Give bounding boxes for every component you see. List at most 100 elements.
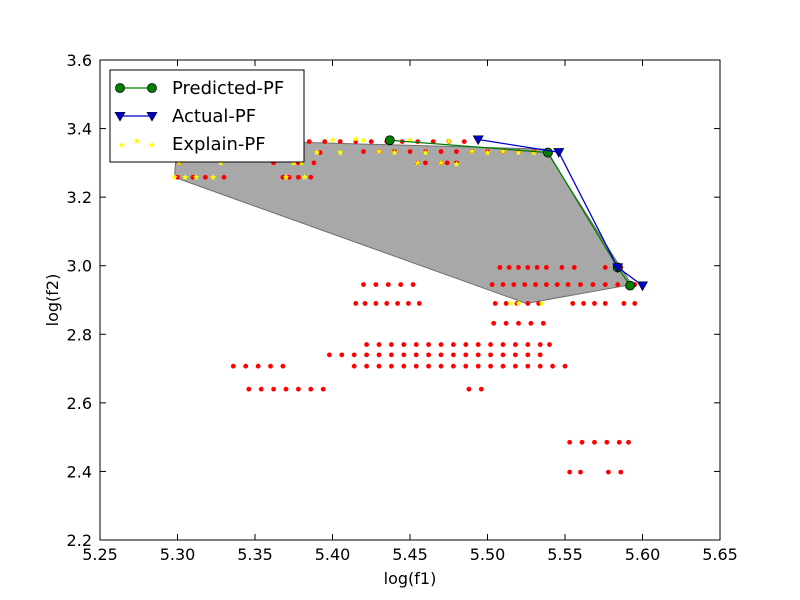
scatter-point [384, 301, 390, 306]
explain-pf-point [530, 149, 538, 156]
predicted-pf-point [384, 135, 395, 146]
scatter-point [516, 320, 521, 326]
scatter-point [361, 282, 366, 287]
explain-pf-point [209, 173, 217, 181]
scatter-point [466, 386, 472, 392]
legend-label: Predicted-PF [172, 78, 284, 99]
scatter-point [271, 386, 276, 392]
scatter-point [322, 139, 328, 145]
scatter-point [463, 352, 469, 358]
scatter-point [461, 139, 467, 145]
scatter-point [618, 469, 624, 475]
scatter-point [537, 352, 543, 358]
y-axis-label: log(f2) [43, 274, 62, 327]
scatter-point [451, 352, 456, 358]
scatter-point [246, 386, 252, 392]
scatter-point [296, 174, 301, 180]
y-tick-label: 3.2 [67, 188, 92, 207]
legend-explain-pf-marker [148, 141, 156, 148]
scatter-point [491, 320, 497, 326]
scatter-point [616, 439, 622, 445]
y-tick-label: 2.2 [67, 531, 92, 550]
explain-pf-point [468, 148, 476, 155]
scatter-point [463, 342, 469, 347]
scatter-point [516, 265, 521, 270]
explain-pf-point [192, 173, 200, 181]
scatter-point [364, 342, 369, 347]
scatter-point [401, 352, 407, 358]
scatter-point [525, 352, 531, 358]
explain-pf-point [217, 159, 225, 166]
scatter-point [592, 301, 597, 306]
explain-pf-point [515, 300, 522, 307]
scatter-point [497, 265, 503, 270]
scatter-point [413, 342, 419, 347]
legend-explain-pf-marker [133, 137, 141, 144]
x-tick-label: 5.60 [625, 545, 661, 564]
scatter-point [426, 342, 431, 347]
scatter-point [513, 342, 518, 347]
scatter-point [513, 363, 518, 369]
scatter-point [438, 342, 444, 347]
scatter-point [327, 352, 332, 358]
scatter-point [632, 301, 638, 306]
scatter-points [175, 139, 638, 475]
scatter-point [430, 139, 436, 145]
scatter-point [500, 342, 506, 347]
explain-pf-point [538, 300, 545, 307]
scatter-point [533, 282, 538, 287]
scatter-point [364, 352, 369, 358]
scatter-point [488, 342, 493, 347]
scatter-point [511, 282, 517, 287]
y-tick-label: 3.4 [67, 120, 92, 139]
scatter-point [415, 139, 421, 145]
scatter-point [190, 174, 196, 180]
legend-predicted-pf-marker [115, 83, 125, 93]
scatter-point [395, 301, 400, 306]
scatter-point [438, 352, 444, 358]
scatter-point [525, 363, 531, 369]
scatter-point [389, 363, 394, 369]
y-tick-label: 3.6 [67, 51, 92, 70]
scatter-point [351, 363, 357, 369]
scatter-point [385, 282, 391, 287]
scatter-point [537, 363, 543, 369]
scatter-point [410, 282, 416, 287]
scatter-point [488, 363, 493, 369]
explain-pf-point [507, 300, 514, 307]
explain-pf-point [313, 149, 321, 156]
scatter-point [503, 320, 509, 326]
explain-pf-point [484, 149, 491, 156]
explain-pf-point [445, 138, 452, 145]
scatter-point [592, 439, 597, 445]
scatter-point [579, 439, 585, 445]
scatter-point [438, 149, 444, 154]
scatter-point [590, 282, 596, 287]
pareto-front-lines [384, 135, 649, 292]
x-tick-label: 5.65 [702, 545, 738, 564]
scatter-point [544, 265, 549, 270]
scatter-point [525, 301, 531, 306]
explain-pf-point [282, 173, 290, 181]
scatter-point [413, 363, 419, 369]
scatter-point [317, 150, 323, 155]
scatter-point [506, 265, 512, 270]
scatter-point [578, 469, 583, 475]
explain-pf-point [453, 160, 460, 167]
actual-pf-point [472, 135, 484, 146]
scatter-point [567, 469, 573, 475]
scatter-point [308, 174, 314, 180]
scatter-point [221, 174, 227, 180]
scatter-point [426, 352, 431, 358]
explain-pf-point [329, 136, 336, 143]
scatter-point [203, 174, 208, 180]
scatter-point [255, 363, 261, 369]
scatter-point [283, 386, 289, 392]
scatter-point [578, 282, 583, 287]
legend-actual-pf-marker [146, 111, 158, 122]
predicted-pf-point [625, 280, 635, 291]
actual-pf-line [478, 138, 643, 287]
y-tick-label: 2.8 [67, 325, 92, 344]
scatter-point [389, 352, 394, 358]
